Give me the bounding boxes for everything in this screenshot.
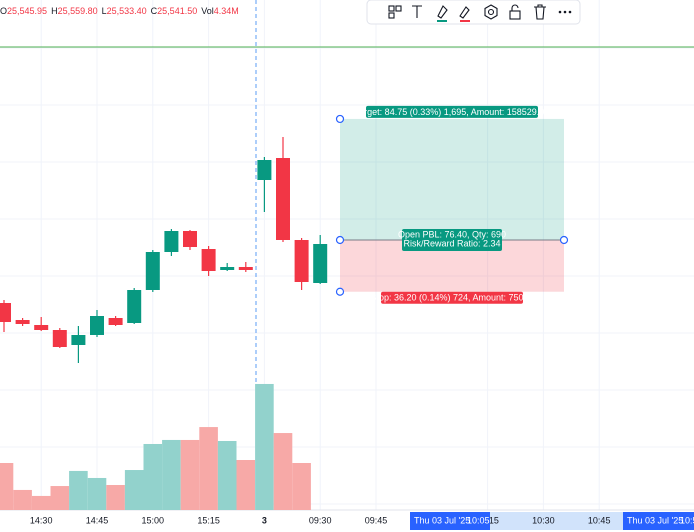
- x-tick-label: 15:00: [142, 515, 165, 525]
- ohlc-key: O: [0, 6, 8, 16]
- x-tick-label: 3: [262, 515, 267, 525]
- candle-body: [276, 158, 290, 240]
- ohlc-value: 4.34M: [213, 6, 239, 16]
- ohlc-item: Vol4.34M: [201, 6, 239, 16]
- crosshair-time: 10:05: [467, 515, 490, 525]
- crosshair-label-bg: [410, 512, 490, 530]
- x-tick-label: 14:45: [86, 515, 109, 525]
- volume-bar: [69, 470, 88, 510]
- volume-bar: [255, 383, 274, 510]
- handle[interactable]: [335, 235, 345, 245]
- volume-bar: [87, 477, 107, 510]
- icon-layout[interactable]: [388, 5, 395, 12]
- candle-body: [220, 267, 235, 270]
- handle[interactable]: [335, 114, 345, 124]
- volume-bar: [180, 439, 200, 510]
- icon-settings: [487, 8, 495, 16]
- crosshair-label-bg: [623, 512, 694, 530]
- volume-bar: [124, 470, 144, 510]
- volume-bar: [217, 440, 237, 510]
- entry-label: Open PBL: 76.40, Qty: 690: [398, 229, 506, 239]
- candle-body: [52, 330, 67, 347]
- volume-bar: [13, 489, 32, 510]
- candle-body: [127, 290, 142, 323]
- axis-range: [490, 512, 633, 530]
- ohlc-key: H: [51, 6, 58, 16]
- target-zone: [340, 118, 564, 240]
- candle-body: [34, 325, 49, 330]
- x-tick-label: 15:15: [197, 515, 220, 525]
- ohlc-value: 25,533.40: [106, 6, 147, 16]
- icon-text[interactable]: [412, 5, 422, 18]
- target-label: Target: 84.75 (0.33%) 1,695, Amount: 158…: [355, 107, 550, 117]
- volume-bar: [106, 485, 125, 510]
- icon-lock[interactable]: [509, 10, 521, 20]
- candle-body: [238, 267, 253, 270]
- icon-more: [568, 10, 572, 14]
- volume-bar: [50, 486, 70, 510]
- x-tick-label: 14:30: [30, 515, 53, 525]
- toolbar-bg: [366, 0, 581, 25]
- candle-body: [108, 318, 123, 325]
- ratio-label: Risk/Reward Ratio: 2.34: [403, 238, 500, 248]
- icon-fill[interactable]: [437, 5, 448, 19]
- icon-lock: [511, 4, 519, 11]
- volume-bar: [236, 460, 256, 510]
- ohlc-item: L25,533.40: [102, 6, 147, 16]
- candle-body: [15, 320, 30, 324]
- candle-body: [294, 240, 309, 282]
- volume-bar: [273, 433, 293, 510]
- volume-bar: [162, 439, 181, 510]
- candle-body: [90, 316, 104, 335]
- x-tick-label: 09:30: [309, 515, 332, 525]
- crosshair-date: Thu 03 Jul '25: [414, 515, 470, 525]
- stop-label: Stop: 36.20 (0.14%) 724, Amount: 75000: [370, 293, 533, 303]
- ohlc-item: C25,541.50: [151, 6, 198, 16]
- candle-body: [145, 252, 160, 290]
- icon-delete[interactable]: [534, 4, 546, 20]
- icon-more[interactable]: [558, 10, 562, 14]
- target-label-bg: [366, 105, 538, 118]
- ohlc-value: 25,541.50: [157, 6, 198, 16]
- ohlc-item: H25,559.80: [51, 6, 98, 16]
- x-tick-label: 09:45: [365, 515, 388, 525]
- candle-body: [71, 335, 86, 345]
- handle[interactable]: [335, 287, 345, 296]
- volume-bar: [31, 495, 51, 510]
- volume-bar: [0, 462, 14, 510]
- x-tick-label: 10:45: [588, 515, 611, 525]
- crosshair-time: 10:55: [680, 515, 694, 525]
- icon-line[interactable]: [459, 6, 470, 19]
- ohlc-key: L: [101, 6, 107, 16]
- ohlc-item: O25,545.95: [0, 6, 47, 16]
- icon-layout: [388, 12, 395, 19]
- x-tick-label: 10:30: [532, 515, 555, 525]
- icon-layout: [395, 5, 402, 12]
- entry-label-bg: [402, 229, 502, 251]
- volume-bar: [143, 443, 163, 510]
- candle-body: [164, 231, 179, 252]
- volume-bar: [292, 462, 311, 510]
- volume-bar: [199, 427, 218, 510]
- icon-settings[interactable]: [484, 4, 498, 20]
- ohlc-header: O25,545.95 H25,559.80 L25,533.40 C25,541.50…: [0, 6, 243, 16]
- ohlc-key: Vol: [201, 6, 214, 16]
- icon-more: [563, 10, 567, 14]
- ohlc-value: 25,545.95: [7, 6, 48, 16]
- candle-body: [183, 231, 197, 247]
- candle-body: [257, 160, 272, 180]
- toolbar: [366, 0, 581, 25]
- ohlc-key: C: [150, 6, 158, 16]
- candle-body: [201, 249, 216, 271]
- stop-label-bg: [381, 291, 523, 304]
- ohlc-value: 25,559.80: [57, 6, 98, 16]
- candle-body: [0, 303, 11, 322]
- candle-body: [313, 244, 328, 283]
- crosshair-date: Thu 03 Jul '25: [627, 515, 683, 525]
- handle[interactable]: [559, 235, 569, 245]
